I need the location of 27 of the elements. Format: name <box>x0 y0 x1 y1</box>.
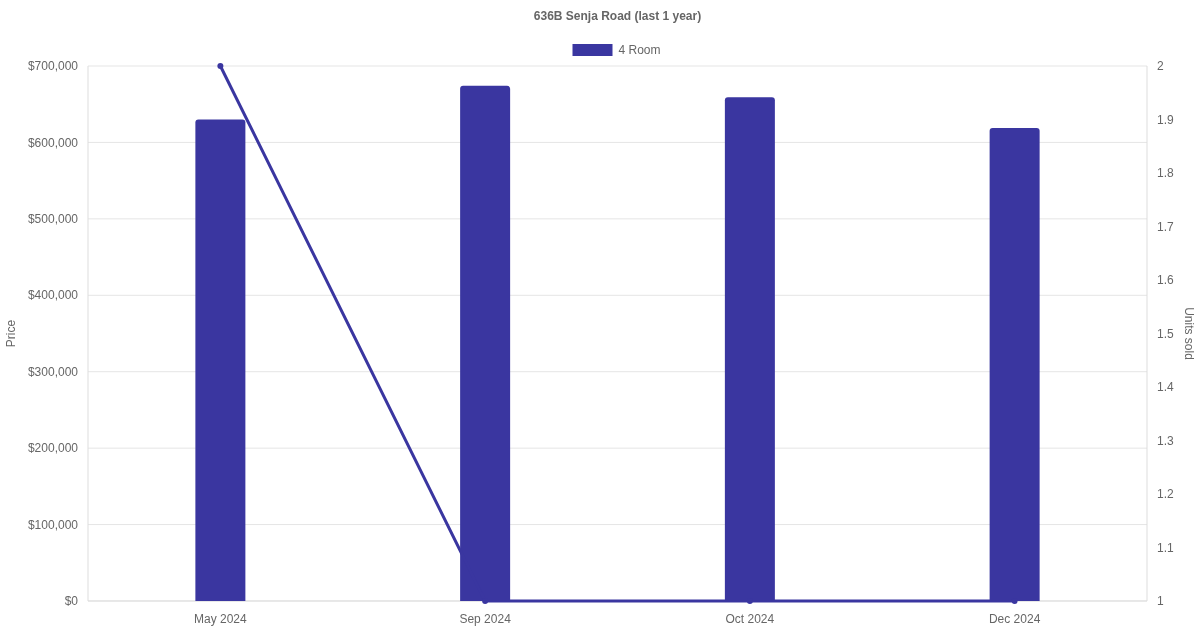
legend-label: 4 Room <box>618 43 661 58</box>
y2-tick-label: 1.6 <box>1157 273 1175 288</box>
y2-tick-label: 1.2 <box>1157 487 1175 502</box>
x-tick-label: Dec 2024 <box>988 612 1041 626</box>
chart-title: 636B Senja Road (last 1 year) <box>533 9 702 23</box>
y-tick-label: $700,000 <box>27 59 79 74</box>
y2-tick-label: 1.9 <box>1157 112 1175 127</box>
y2-tick-label: 1.5 <box>1157 326 1175 341</box>
y2-axis-title: Units sold <box>1182 307 1196 360</box>
y-axis-title: Price <box>4 319 18 348</box>
y-tick-label: $500,000 <box>27 212 79 227</box>
y2-tick-label: 1.8 <box>1157 166 1175 181</box>
x-tick-label: Sep 2024 <box>459 612 512 626</box>
y2-tick-label: 1 <box>1157 594 1164 609</box>
y-tick-label: $600,000 <box>27 135 79 150</box>
y2-tick-label: 1.7 <box>1157 219 1175 234</box>
y-tick-label: $200,000 <box>27 441 79 456</box>
y2-tick-label: 1.3 <box>1157 433 1175 448</box>
y2-tick-label: 1.4 <box>1157 380 1175 395</box>
x-tick-label: May 2024 <box>194 612 248 626</box>
x-tick-label: Oct 2024 <box>725 612 775 626</box>
y2-tick-label: 2 <box>1157 59 1164 74</box>
y-tick-label: $100,000 <box>27 517 79 532</box>
y-tick-label: $400,000 <box>27 288 79 303</box>
y-tick-label: $0 <box>64 594 79 609</box>
y-tick-label: $300,000 <box>27 364 79 379</box>
y2-tick-label: 1.1 <box>1157 540 1175 555</box>
